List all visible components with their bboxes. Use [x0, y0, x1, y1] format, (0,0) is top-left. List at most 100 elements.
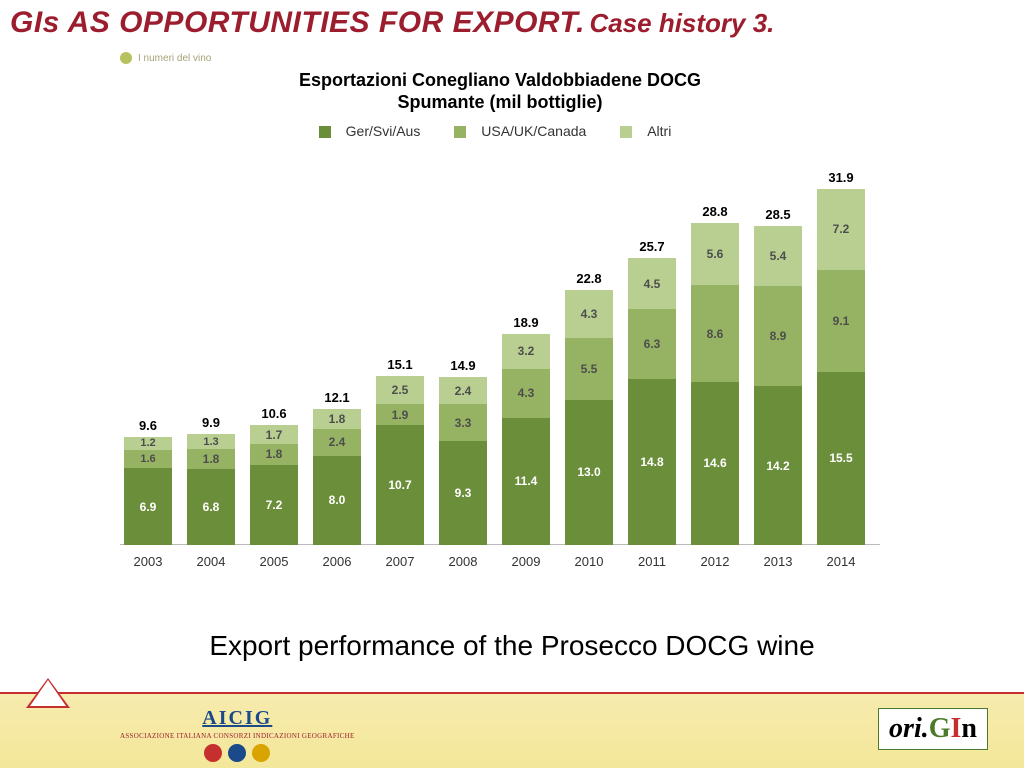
bar-col: 1.21.66.9	[124, 437, 172, 546]
bar-seg-altri: 7.2	[817, 189, 865, 270]
bar-seg-ger: 6.8	[187, 469, 235, 545]
bar-seg-ger: 14.2	[754, 386, 802, 545]
bar-seg-altri: 5.4	[754, 226, 802, 286]
x-tick-label: 2011	[628, 554, 676, 569]
title-main: GIs AS OPPORTUNITIES FOR EXPORT.	[10, 6, 585, 39]
bar-col: 3.24.311.4	[502, 334, 550, 546]
bar-col: 5.68.614.6	[691, 223, 739, 546]
slide-title: GIs AS OPPORTUNITIES FOR EXPORT. Case hi…	[10, 6, 1014, 40]
legend-label: USA/UK/Canada	[481, 123, 586, 139]
bar-total: 15.1	[376, 357, 424, 372]
caption: Export performance of the Prosecco DOCG …	[0, 630, 1024, 662]
bar-seg-ger: 14.8	[628, 379, 676, 545]
x-tick-label: 2006	[313, 554, 361, 569]
bar-seg-altri: 3.2	[502, 334, 550, 370]
logo-aicig-sub: ASSOCIAZIONE ITALIANA CONSORZI INDICAZIO…	[120, 732, 355, 740]
bar-seg-usa: 1.9	[376, 404, 424, 425]
x-tick-label: 2007	[376, 554, 424, 569]
bar-seg-ger: 9.3	[439, 441, 487, 545]
leaf-icon	[120, 52, 132, 64]
bar-seg-ger: 14.6	[691, 382, 739, 546]
bar-total: 25.7	[628, 239, 676, 254]
bar-seg-usa: 1.6	[124, 450, 172, 468]
legend-item: Ger/Svi/Aus	[319, 123, 431, 139]
bar-col: 1.31.86.8	[187, 434, 235, 545]
badges	[204, 744, 270, 762]
bar-col: 4.56.314.8	[628, 258, 676, 545]
footer-peak	[30, 680, 66, 706]
bar-seg-altri: 1.2	[124, 437, 172, 450]
legend-swatch-0	[319, 126, 331, 138]
bar-seg-altri: 2.5	[376, 376, 424, 404]
legend-swatch-2	[620, 126, 632, 138]
chart-title-l2: Spumante (mil bottiglie)	[398, 92, 603, 112]
bar-col: 4.35.513.0	[565, 290, 613, 545]
bar-seg-usa: 6.3	[628, 309, 676, 380]
x-tick-label: 2010	[565, 554, 613, 569]
bar-total: 10.6	[250, 406, 298, 421]
badge-2	[228, 744, 246, 762]
chart-legend: Ger/Svi/Aus USA/UK/Canada Altri	[120, 123, 880, 139]
x-tick-label: 2003	[124, 554, 172, 569]
bar-total: 14.9	[439, 358, 487, 373]
logo-aicig-text: AICIG	[202, 707, 272, 730]
bar-seg-altri: 4.3	[565, 290, 613, 338]
bar-total: 22.8	[565, 271, 613, 286]
badge-1	[204, 744, 222, 762]
bar-seg-ger: 7.2	[250, 465, 298, 546]
bar-col: 7.29.115.5	[817, 189, 865, 545]
source-tag: I numeri del vino	[120, 52, 880, 64]
legend-item: Altri	[620, 123, 681, 139]
bar-seg-altri: 2.4	[439, 377, 487, 404]
x-tick-label: 2013	[754, 554, 802, 569]
bar-seg-usa: 3.3	[439, 404, 487, 441]
bar-total: 9.9	[187, 415, 235, 430]
bar-seg-ger: 6.9	[124, 468, 172, 545]
chart-plot: 1.21.66.99.620031.31.86.89.920041.71.87.…	[120, 153, 880, 573]
title-case: Case history 3.	[589, 8, 774, 38]
bar-total: 12.1	[313, 390, 361, 405]
x-tick-label: 2012	[691, 554, 739, 569]
bar-total: 9.6	[124, 418, 172, 433]
x-tick-label: 2004	[187, 554, 235, 569]
legend-item: USA/UK/Canada	[454, 123, 596, 139]
bar-seg-ger: 11.4	[502, 418, 550, 546]
legend-label: Altri	[647, 123, 671, 139]
bar-seg-altri: 5.6	[691, 223, 739, 286]
chart-title: Esportazioni Conegliano Valdobbiadene DO…	[120, 70, 880, 113]
x-tick-label: 2014	[817, 554, 865, 569]
chart-container: I numeri del vino Esportazioni Coneglian…	[120, 52, 880, 573]
legend-swatch-1	[454, 126, 466, 138]
source-text: I numeri del vino	[138, 53, 211, 64]
bar-seg-altri: 1.7	[250, 425, 298, 444]
bar-total: 28.5	[754, 207, 802, 222]
logo-aicig: AICIG ASSOCIAZIONE ITALIANA CONSORZI IND…	[120, 707, 355, 762]
bar-seg-ger: 10.7	[376, 425, 424, 545]
bar-seg-usa: 8.6	[691, 285, 739, 381]
bar-seg-usa: 4.3	[502, 369, 550, 417]
bar-seg-altri: 1.3	[187, 434, 235, 449]
badge-3	[252, 744, 270, 762]
bar-seg-usa: 1.8	[187, 449, 235, 469]
logo-origin: ori.GIn	[878, 708, 988, 750]
bar-seg-usa: 9.1	[817, 270, 865, 372]
bar-seg-ger: 13.0	[565, 400, 613, 546]
bar-col: 5.48.914.2	[754, 226, 802, 545]
logo-n: n	[961, 713, 977, 744]
logo-ori: ori.	[889, 713, 929, 744]
logo-g: G	[929, 713, 951, 744]
bar-col: 1.82.48.0	[313, 409, 361, 546]
bar-seg-usa: 2.4	[313, 429, 361, 456]
bar-total: 28.8	[691, 204, 739, 219]
x-tick-label: 2008	[439, 554, 487, 569]
bar-total: 18.9	[502, 315, 550, 330]
bar-total: 31.9	[817, 170, 865, 185]
bar-seg-usa: 1.8	[250, 444, 298, 464]
bar-seg-usa: 8.9	[754, 286, 802, 386]
bar-col: 2.43.39.3	[439, 377, 487, 545]
bar-seg-altri: 1.8	[313, 409, 361, 429]
bar-seg-altri: 4.5	[628, 258, 676, 308]
logo-i: I	[951, 713, 962, 744]
x-tick-label: 2005	[250, 554, 298, 569]
x-tick-label: 2009	[502, 554, 550, 569]
